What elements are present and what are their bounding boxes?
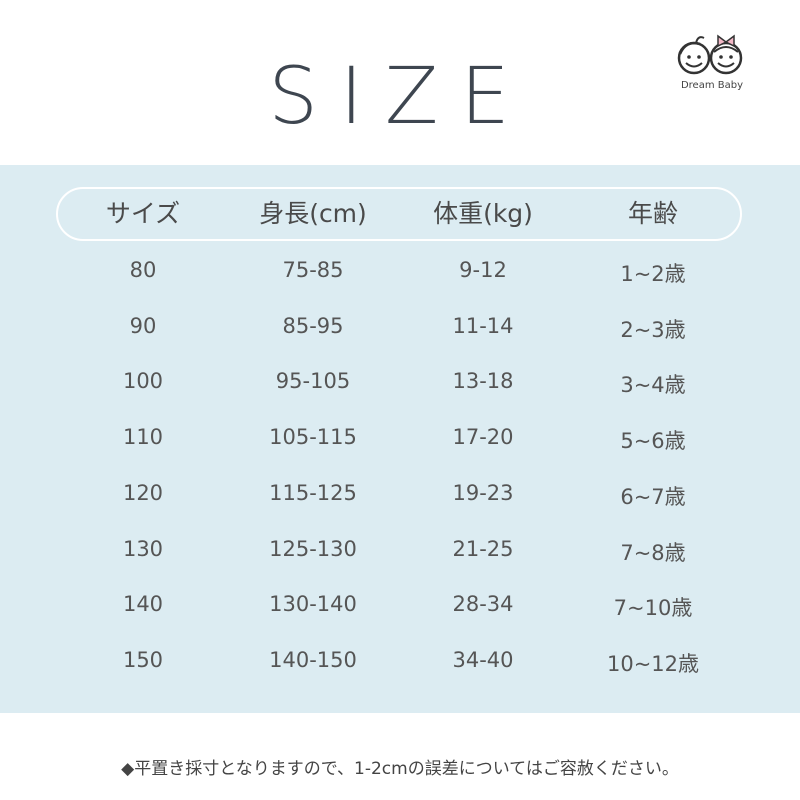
cell-weight: 21-25 (452, 536, 514, 561)
cell-age: 10~12歳 (606, 651, 700, 676)
cell-weight: 11-14 (452, 313, 514, 338)
table-row: 150 140-150 34-40 10~12歳 (58, 648, 740, 678)
page-title: SIZE (268, 52, 532, 142)
logo-text: Dream Baby (680, 80, 744, 91)
cell-age: 6~7歳 (620, 484, 686, 509)
cell-weight: 34-40 (452, 647, 514, 672)
cell-size: 130 (122, 536, 164, 561)
header-height: 身長(cm) (259, 199, 367, 228)
cell-height: 140-150 (269, 647, 357, 672)
table-row: 90 85-95 11-14 2~3歳 (58, 314, 740, 344)
cell-size: 150 (122, 647, 164, 672)
cell-height: 105-115 (269, 425, 357, 450)
table-row: 130 125-130 21-25 7~8歳 (58, 537, 740, 567)
cell-height: 95-105 (275, 369, 351, 394)
table-row: 140 130-140 28-34 7~10歳 (58, 592, 740, 622)
table-row: 110 105-115 17-20 5~6歳 (58, 425, 740, 455)
cell-size: 120 (122, 480, 164, 505)
cell-age: 5~6歳 (620, 429, 686, 454)
cell-size: 110 (122, 425, 164, 450)
cell-weight: 28-34 (452, 592, 514, 617)
table-row: 100 95-105 13-18 3~4歳 (58, 369, 740, 399)
baby-faces-icon (677, 34, 743, 75)
cell-height: 130-140 (269, 592, 357, 617)
cell-age: 3~4歳 (620, 373, 686, 398)
header-age: 年齢 (627, 199, 678, 228)
header-size: サイズ (105, 199, 181, 228)
cell-age: 1~2歳 (620, 262, 686, 286)
cell-size: 140 (122, 592, 164, 617)
cell-age: 7~8歳 (620, 540, 686, 565)
table-row: 120 115-125 19-23 6~7歳 (58, 481, 740, 511)
header-weight: 体重(kg) (433, 199, 533, 228)
brand-logo: Dream Baby (672, 30, 752, 96)
cell-height: 115-125 (269, 480, 357, 505)
cell-weight: 9-12 (459, 258, 507, 282)
cell-size: 100 (122, 369, 164, 394)
table-header: サイズ 身長(cm) 体重(kg) 年齢 (56, 187, 742, 241)
cell-weight: 17-20 (452, 425, 514, 450)
measurement-note: ◆平置き採寸となりますので、1-2cmの誤差についてはご容赦ください。 (121, 759, 679, 779)
cell-weight: 13-18 (452, 369, 514, 394)
cell-age: 2~3歳 (620, 317, 686, 342)
cell-size: 90 (129, 313, 157, 338)
cell-size: 80 (129, 258, 157, 282)
size-table: サイズ 身長(cm) 体重(kg) 年齢 80 75-85 9-12 1~2歳 90 85… (0, 165, 800, 713)
cell-weight: 19-23 (452, 480, 514, 505)
cell-height: 75-85 (282, 258, 344, 282)
cell-age: 7~10歳 (613, 596, 693, 621)
cell-height: 85-95 (282, 313, 344, 338)
cell-height: 125-130 (269, 536, 357, 561)
table-row: 80 75-85 9-12 1~2歳 (58, 258, 740, 288)
